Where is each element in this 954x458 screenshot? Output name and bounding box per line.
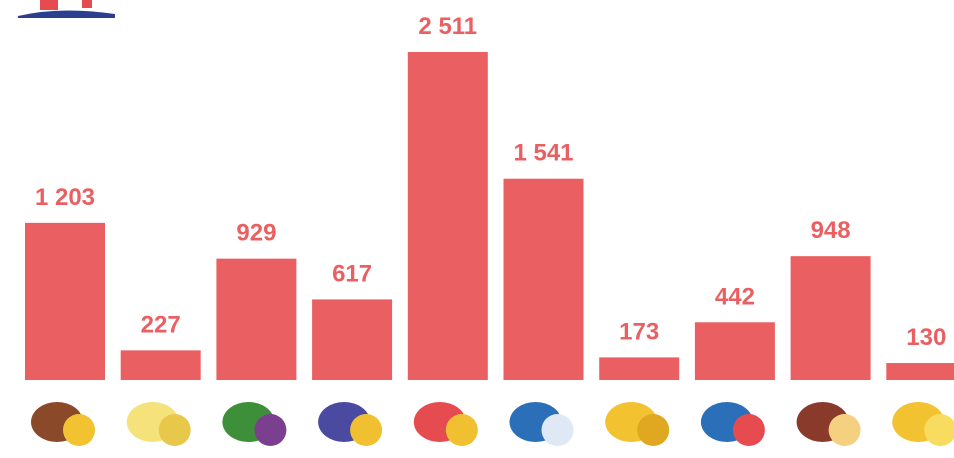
value-label: 1 541 <box>513 140 573 167</box>
bar <box>216 259 296 380</box>
icon-part <box>63 414 95 446</box>
bar <box>791 256 871 380</box>
icon-part <box>637 414 669 446</box>
icon-part <box>829 414 861 446</box>
logo <box>18 0 115 18</box>
value-label: 948 <box>811 217 851 244</box>
value-label: 227 <box>141 311 181 338</box>
value-label: 617 <box>332 260 372 287</box>
bar <box>599 357 679 380</box>
value-label: 173 <box>619 318 659 345</box>
bar <box>695 322 775 380</box>
page: 1 2032279296172 5111 541173442948130 (()… <box>0 0 954 458</box>
bar <box>312 299 392 380</box>
value-label: 130 <box>906 324 946 351</box>
icon-part <box>446 414 478 446</box>
icon-part <box>254 414 286 446</box>
icon-part <box>542 414 574 446</box>
bar <box>504 179 584 380</box>
icon-part <box>350 414 382 446</box>
value-label: 929 <box>236 220 276 247</box>
bar <box>25 223 105 380</box>
chart: 1 203 227 929 617 2 511 1 541 173 442 948 130 <box>0 0 954 458</box>
value-label: 2 511 <box>418 13 477 40</box>
value-label: 1 203 <box>35 184 95 211</box>
bar <box>886 363 954 380</box>
icon-part <box>159 414 191 446</box>
icon-part <box>733 414 765 446</box>
category-icons <box>31 402 954 446</box>
bar <box>408 52 488 380</box>
value-label: 442 <box>715 283 755 310</box>
bar <box>121 350 201 380</box>
